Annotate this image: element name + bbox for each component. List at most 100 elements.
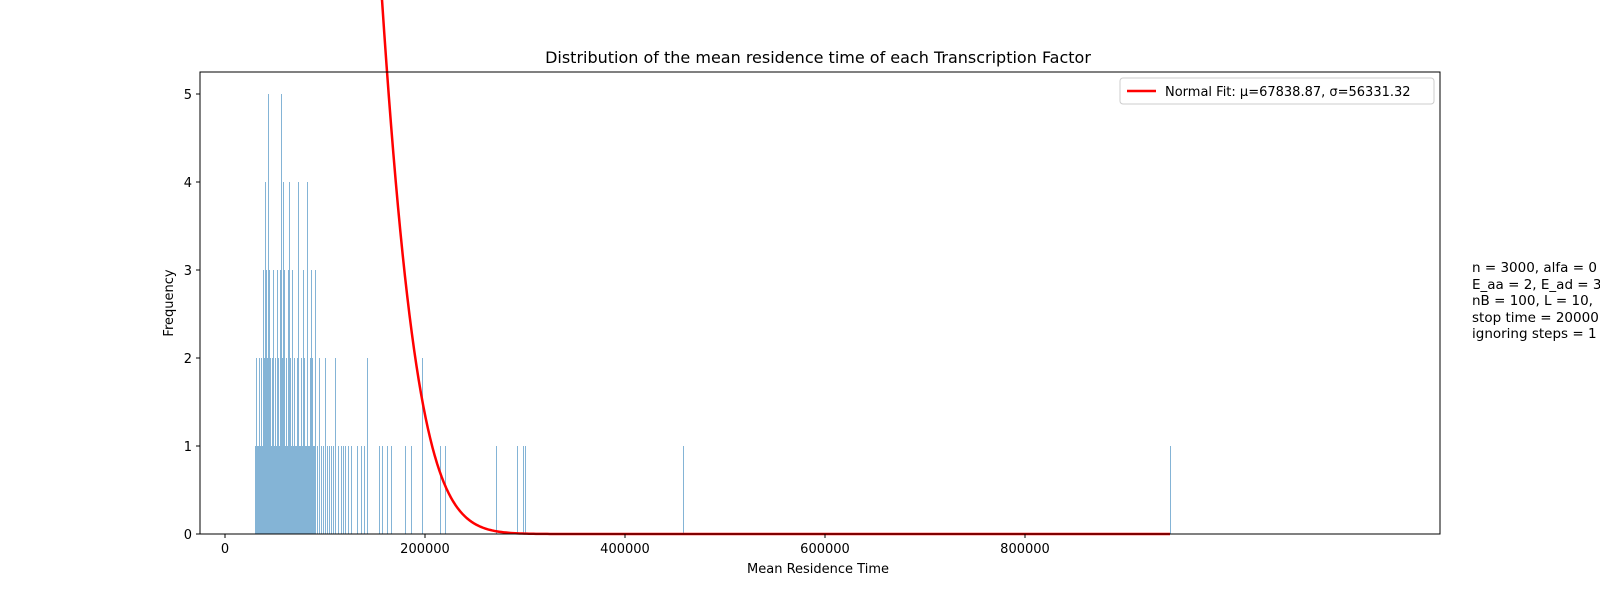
histogram-bar [496,446,497,534]
histogram-bar [269,270,270,534]
histogram-bar [263,270,264,534]
histogram-bar [335,358,336,534]
histogram-bar [405,446,406,534]
histogram-bar [302,446,303,534]
histogram-bar [295,446,296,534]
histogram-bar [258,446,259,534]
normal-fit-line [380,0,1170,536]
histogram-bar [281,94,282,534]
histogram-bar [319,358,320,534]
x-axis-ticks: 0 200000 400000 600000 800000 [221,534,1050,557]
histogram-bar [257,446,258,534]
legend-box [1119,77,1435,105]
histogram-bar [287,446,288,534]
histogram-bar [256,358,257,534]
histogram-bar [422,358,423,534]
histogram-bar [265,182,266,534]
histogram-bar [299,446,300,534]
histogram-bar [270,358,271,534]
histogram-bar [348,446,349,534]
histogram-bar [291,446,292,534]
y-tick-label: 0 [184,528,192,543]
y-axis-ticks: 0 1 2 3 4 5 [184,88,200,543]
histogram-bar [290,358,291,534]
histogram-bar [361,446,362,534]
histogram-bar [343,446,344,534]
histogram-bar [303,270,304,534]
histogram-bar [292,270,293,534]
histogram-bar [280,270,281,534]
histogram-bar [309,446,310,534]
histogram-bar [304,358,305,534]
legend-label: Normal Fit: μ=67838.87, σ=56331.32 [1165,85,1411,100]
histogram-bar [311,270,312,534]
y-tick-label: 1 [184,440,192,455]
histogram-bar [333,446,334,534]
histogram-bar [294,358,295,534]
histogram-bar [273,270,274,534]
histogram-bar [364,446,365,534]
histogram-bar [301,358,302,534]
histogram-bar [312,358,313,534]
histogram-bar [382,446,383,534]
param-line: stop time = 20000 [1472,309,1599,326]
histogram-bar [391,446,392,534]
histogram-bar [261,358,262,534]
histogram-bar [285,446,286,534]
histogram-bar [307,182,308,534]
x-tick-label: 200000 [400,542,450,557]
histogram-bar [357,446,358,534]
histogram-bar [440,446,441,534]
histogram-bar [338,446,339,534]
histogram-bar [255,446,256,534]
histogram-bar [305,446,306,534]
histogram-bar [277,270,278,534]
histogram-bar [266,270,267,534]
y-tick-label: 3 [184,264,192,279]
histogram-bar [262,446,263,534]
histogram-bar [331,446,332,534]
histogram-bar [341,446,342,534]
param-line: nB = 100, L = 10, [1472,293,1593,310]
y-tick-label: 2 [184,352,192,367]
histogram-bar [411,446,412,534]
histogram-bar [345,446,346,534]
normal-fit-curve [380,0,1170,536]
histogram-bar [272,358,273,534]
histogram-bar [289,182,290,534]
histogram-bar [275,358,276,534]
y-tick-label: 4 [184,176,192,191]
histogram-bar [327,446,328,534]
histogram-bar [259,358,260,534]
param-line: ignoring steps = 1 [1472,326,1597,343]
histogram-bar [296,446,297,534]
histogram-bar [523,446,524,534]
histogram-bar [379,446,380,534]
simulation-parameters-note: n = 3000, alfa = 0 E_aa = 2, E_ad = 3 nB =… [1472,260,1600,343]
histogram-bar [314,446,315,534]
histogram-bar [329,446,330,534]
histogram-bar [315,270,316,534]
chart-title: Distribution of the mean residence time … [545,48,1091,67]
x-tick-label: 0 [221,542,229,557]
histogram-bar [525,446,526,534]
histogram-bar [683,446,684,534]
legend: Normal Fit: μ=67838.87, σ=56331.32 [1119,77,1435,105]
histogram-bar [274,446,275,534]
x-tick-label: 600000 [800,542,850,557]
histogram-bar [271,446,272,534]
histogram-bar [313,446,314,534]
histogram-bar [276,446,277,534]
x-axis-label: Mean Residence Time [747,562,889,577]
histogram-bar [268,94,269,534]
histogram-bar [367,358,368,534]
histogram-bar [267,358,268,534]
histogram-bar [293,446,294,534]
histogram-bar [284,270,285,534]
histogram-bar [264,358,265,534]
histogram-bar [1170,446,1171,534]
histogram-bar [310,358,311,534]
histogram-bar [283,182,284,534]
x-tick-label: 800000 [1000,542,1050,557]
